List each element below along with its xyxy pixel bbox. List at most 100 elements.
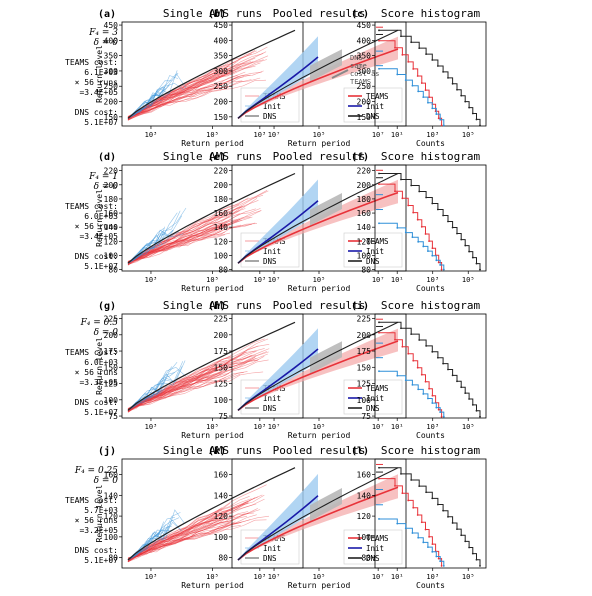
init-histogram-point	[427, 546, 429, 549]
teams-line	[237, 191, 399, 264]
teams-run-line	[127, 361, 230, 412]
panel-letter: (i)	[351, 300, 369, 312]
x-tick-label: 10⁵	[462, 276, 475, 284]
teams-run-line	[127, 502, 249, 562]
init-histogram-point	[442, 268, 445, 271]
dns-histogram-point	[436, 65, 439, 67]
teams-histogram-point	[420, 373, 423, 376]
teams-run-line	[127, 65, 256, 121]
init-histogram-point	[417, 536, 420, 539]
teams-histogram-point	[416, 366, 419, 369]
y-tick-label: 220	[214, 167, 229, 176]
annotation-line: TEAMS	[350, 78, 371, 86]
row-annotation: F₄ = 0.25 δ = 0 TEAMS cost: 5.7E+03 × 56 run…	[0, 466, 118, 566]
x-tick-label: 10³	[145, 276, 158, 284]
init-run-line	[127, 521, 182, 561]
legend-label: DNS	[366, 554, 380, 563]
teams-run-line	[127, 224, 252, 265]
teams-run-line	[127, 494, 263, 563]
teams-histogram-point	[401, 53, 404, 56]
teams-run-line	[127, 70, 233, 119]
x-tick-label: 10³	[145, 573, 158, 581]
dns-histogram-point	[468, 546, 470, 549]
teams-cost-line: × 56 runs	[74, 222, 118, 231]
x-tick-label: 10³	[426, 131, 439, 139]
forcing-label: F₄ = 1	[89, 172, 118, 182]
x-tick-label: 10⁵	[206, 423, 219, 431]
dns-histogram-point	[479, 415, 481, 418]
init-histogram-point	[396, 227, 399, 229]
teams-run-line	[127, 223, 233, 263]
y-tick-label: 75	[218, 412, 228, 421]
teams-run-line	[127, 353, 268, 413]
y-tick-label: 80	[108, 554, 118, 563]
dns-histogram-point	[475, 118, 478, 121]
y-tick-label: 125	[214, 380, 229, 389]
y-tick-label: 150	[214, 363, 229, 372]
y-tick-label: 120	[357, 237, 372, 246]
init-histogram-point	[427, 397, 429, 400]
teams-run-line	[127, 80, 243, 118]
y-tick-label: 120	[214, 237, 229, 246]
y-tick-label: 450	[214, 21, 229, 30]
teams-run-line	[127, 509, 261, 559]
x-tick-label: 10³	[254, 423, 267, 431]
dns-line	[127, 172, 296, 264]
init-histogram-point	[431, 402, 434, 404]
y-tick-label: 150	[214, 113, 229, 122]
dns-histogram-point	[436, 503, 439, 506]
teams-run-line	[127, 370, 223, 411]
init-histogram-point	[378, 370, 380, 373]
forcing-label: F₄ = 3	[89, 28, 118, 38]
panel-letter: (g)	[98, 301, 116, 312]
legend-label: TEAMS	[366, 534, 389, 543]
panel-title: Pooled results	[273, 150, 366, 163]
teams-histogram-point	[428, 240, 430, 242]
dns-line	[237, 321, 399, 411]
dns-histogram-point	[460, 534, 463, 537]
dns-histogram-point	[460, 94, 463, 97]
y-tick-label: 80	[218, 554, 228, 563]
init-histogram-point	[427, 250, 429, 252]
teams-run-line	[127, 503, 257, 559]
teams-run-line	[127, 371, 264, 411]
teams-run-line	[127, 514, 257, 559]
teams-run-line	[127, 519, 225, 560]
dns-histogram-point	[410, 184, 413, 187]
teams-run-line	[127, 218, 240, 263]
teams-run-line	[127, 71, 262, 120]
x-tick-label: 10⁵	[462, 131, 475, 139]
init-histogram-point	[435, 406, 438, 409]
teams-cost-line: 5.7E+03	[84, 506, 118, 515]
x-tick-label: 10⁵	[206, 573, 219, 581]
dns-histogram-point	[456, 88, 458, 91]
y-tick-label: 175	[357, 347, 372, 356]
x-tick-label: 10³	[254, 276, 267, 284]
x-tick-label: 10¹	[391, 276, 404, 284]
panel-letter: (e)	[208, 152, 226, 163]
teams-run-line	[127, 71, 246, 120]
y-tick-label: 80	[218, 266, 228, 275]
row-annotation: F₄ = 0.5 δ = 0 TEAMS cost: 6.0E+03 × 56 runs…	[0, 318, 118, 418]
panel-letter: (j)	[98, 445, 116, 457]
annotation-line: cost as	[350, 70, 380, 78]
teams-histogram-point	[440, 565, 443, 567]
y-tick-label: 75	[361, 412, 371, 421]
x-tick-label: 10⁵	[313, 573, 326, 581]
dns-histogram-point	[479, 124, 481, 127]
x-axis-label: Return period	[288, 581, 351, 590]
legend-label: DNS	[263, 112, 277, 121]
dns-histogram-point	[464, 244, 467, 247]
init-histogram-point	[417, 240, 420, 243]
legend-label: TEAMS	[366, 92, 389, 101]
teams-histogram-point	[412, 68, 415, 70]
y-tick-label: 150	[104, 113, 119, 122]
y-tick-label: 100	[214, 396, 229, 405]
y-tick-label: 150	[357, 113, 372, 122]
teams-run-line	[127, 518, 235, 562]
teams-run-line	[127, 373, 229, 411]
teams-band	[238, 179, 398, 264]
teams-run-line	[127, 522, 239, 560]
teams-histogram-point	[424, 233, 427, 235]
